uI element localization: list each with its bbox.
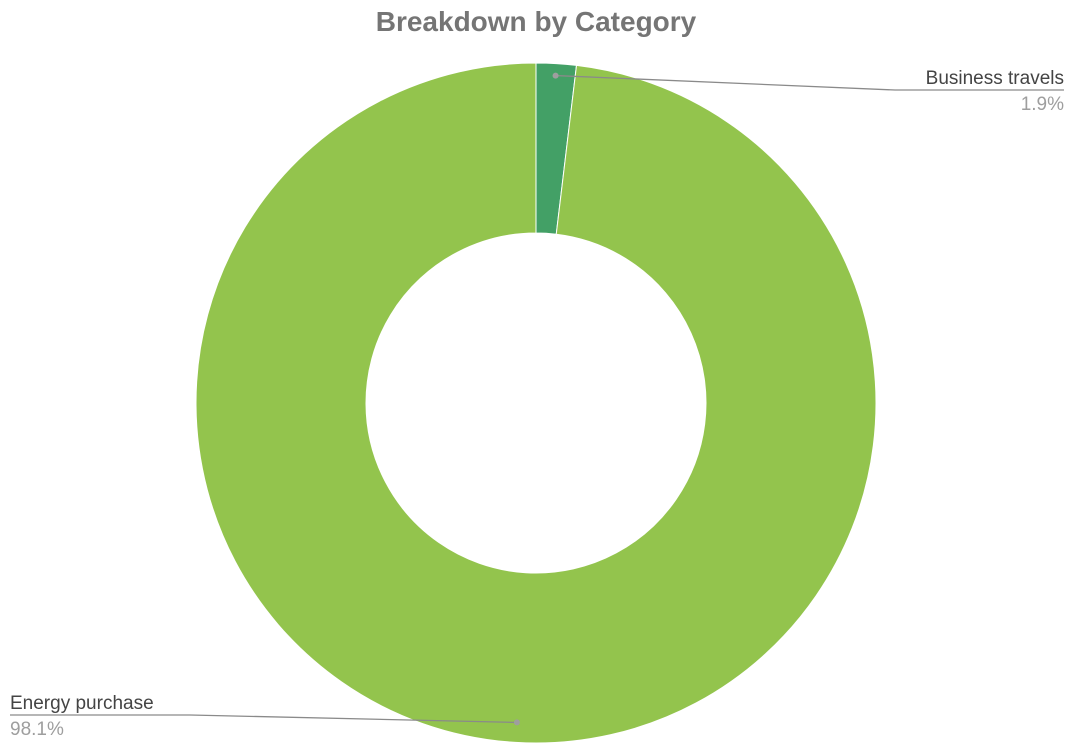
- slice-label-business-travels: Business travels: [926, 68, 1064, 89]
- slice-labels: Business travels 1.9% Energy purchase 98.1%: [10, 68, 1064, 740]
- leader-dot-business-travels: [552, 72, 559, 79]
- chart-title: Breakdown by Category: [376, 6, 697, 37]
- slice-energy-purchase[interactable]: [195, 62, 877, 744]
- leader-line-energy-purchase: [10, 714, 517, 724]
- slice-value-business-travels: 1.9%: [1021, 94, 1064, 115]
- slice-value-energy-purchase: 98.1%: [10, 719, 64, 740]
- donut-slices: [195, 62, 877, 744]
- leader-line-business-travels: [555, 74, 1064, 91]
- leader-dot-energy-purchase: [513, 719, 520, 726]
- slice-label-energy-purchase: Energy purchase: [10, 693, 154, 714]
